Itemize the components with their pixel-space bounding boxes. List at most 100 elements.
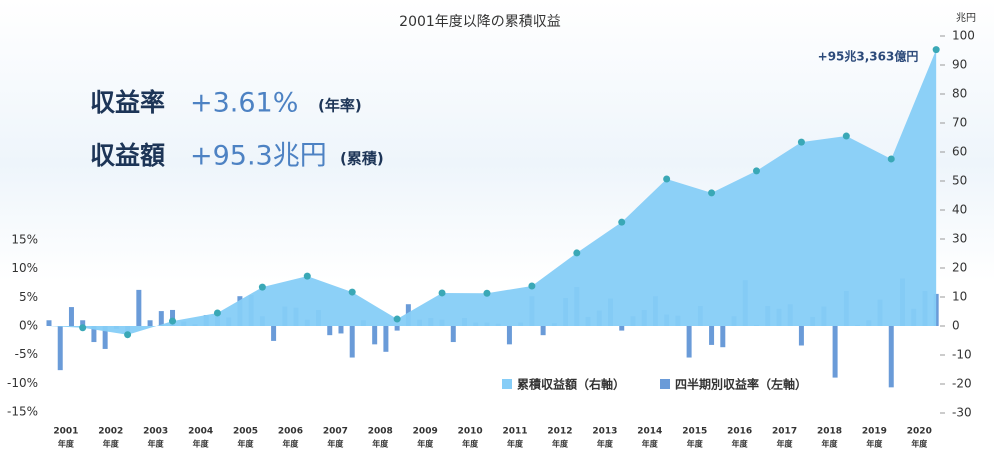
x-tick-label: 2004 xyxy=(188,427,213,437)
y2-tick-label: 0 xyxy=(952,319,960,333)
x-tick-unit: 年度 xyxy=(821,439,838,449)
cumulative-marker xyxy=(842,132,850,140)
bar xyxy=(271,326,277,341)
x-tick-label: 2009 xyxy=(413,427,438,437)
legend-swatch xyxy=(660,379,670,389)
x-tick-label: 2014 xyxy=(637,427,662,437)
bar xyxy=(720,326,726,348)
bar xyxy=(372,326,378,345)
annotation: +95兆3,363億円 xyxy=(818,49,919,64)
bar xyxy=(136,289,142,326)
x-tick-label: 2013 xyxy=(592,427,617,437)
x-tick-unit: 年度 xyxy=(866,439,883,449)
x-tick-unit: 年度 xyxy=(103,439,120,449)
x-tick-label: 2012 xyxy=(547,427,572,437)
chart-title: 2001年度以降の累積収益 xyxy=(399,14,561,30)
headline-label: 収益額 xyxy=(90,141,165,170)
y2-tick-label: -30 xyxy=(952,406,972,420)
bar xyxy=(798,326,804,346)
cumulative-marker xyxy=(528,282,536,290)
y2-tick-label: 10 xyxy=(952,290,967,304)
x-tick-unit: 年度 xyxy=(238,439,255,449)
y2-tick-label: 70 xyxy=(952,116,967,130)
cumulative-area xyxy=(48,49,937,335)
y2-tick-label: 60 xyxy=(952,145,967,159)
x-tick-unit: 年度 xyxy=(507,439,524,449)
headline-note: (累積) xyxy=(340,150,384,168)
bar xyxy=(158,311,164,326)
cumulative-marker xyxy=(663,175,671,183)
y-tick-label: -15% xyxy=(7,405,38,419)
x-tick-label: 2011 xyxy=(503,427,528,437)
cumulative-marker xyxy=(79,324,87,332)
cumulative-marker xyxy=(708,189,716,197)
cumulative-marker xyxy=(438,289,446,297)
x-tick-label: 2003 xyxy=(143,427,168,437)
cumulative-marker xyxy=(932,46,940,54)
bar xyxy=(349,326,355,358)
x-tick-label: 2019 xyxy=(862,427,887,437)
x-tick-label: 2005 xyxy=(233,427,258,437)
cumulative-marker xyxy=(618,218,626,226)
cumulative-marker xyxy=(887,155,895,163)
x-tick-label: 2001 xyxy=(53,427,78,437)
cumulative-marker xyxy=(752,167,760,175)
headline-value: +95.3兆円 xyxy=(190,141,327,172)
y-tick-label: -5% xyxy=(15,347,38,361)
legend-swatch xyxy=(502,379,512,389)
cumulative-marker xyxy=(348,288,356,296)
bar xyxy=(709,326,715,345)
headline-value: +3.61% xyxy=(190,88,298,119)
x-tick-unit: 年度 xyxy=(911,439,928,449)
y2-unit: 兆円 xyxy=(956,12,976,24)
bar xyxy=(619,326,625,331)
cumulative-marker xyxy=(303,272,311,280)
y2-tick-label: 100 xyxy=(952,29,975,43)
x-tick-unit: 年度 xyxy=(282,439,299,449)
x-tick-unit: 年度 xyxy=(148,439,165,449)
y2-tick-label: -20 xyxy=(952,377,972,391)
y-tick-label: 0% xyxy=(19,319,38,333)
legend-label: 累積収益額（右軸） xyxy=(517,377,625,392)
x-tick-unit: 年度 xyxy=(552,439,569,449)
x-tick-label: 2017 xyxy=(772,427,797,437)
bar xyxy=(686,326,692,358)
bar xyxy=(57,326,63,371)
bar xyxy=(832,326,838,378)
cumulative-marker xyxy=(483,289,491,297)
bar xyxy=(102,326,108,349)
bar xyxy=(80,320,86,326)
y-tick-label: -10% xyxy=(7,376,38,390)
x-tick-unit: 年度 xyxy=(732,439,749,449)
y2-tick-label: 90 xyxy=(952,58,967,72)
x-tick-unit: 年度 xyxy=(193,439,210,449)
x-tick-unit: 年度 xyxy=(58,439,75,449)
x-tick-unit: 年度 xyxy=(642,439,659,449)
x-tick-unit: 年度 xyxy=(327,439,344,449)
x-tick-label: 2010 xyxy=(458,427,483,437)
x-tick-unit: 年度 xyxy=(372,439,389,449)
x-tick-unit: 年度 xyxy=(687,439,704,449)
x-tick-unit: 年度 xyxy=(597,439,614,449)
cumulative-marker xyxy=(573,249,581,257)
x-tick-unit: 年度 xyxy=(777,439,794,449)
x-tick-label: 2016 xyxy=(727,427,752,437)
y2-tick-label: -10 xyxy=(952,348,972,362)
y-tick-label: 10% xyxy=(11,261,38,275)
y2-tick-label: 80 xyxy=(952,87,967,101)
y-tick-label: 5% xyxy=(19,290,38,304)
y2-tick-label: 20 xyxy=(952,261,967,275)
x-tick-unit: 年度 xyxy=(462,439,479,449)
bar xyxy=(540,326,546,336)
cumulative-marker xyxy=(797,138,805,146)
bar xyxy=(327,326,333,336)
y2-tick-label: 40 xyxy=(952,203,967,217)
x-tick-label: 2002 xyxy=(98,427,123,437)
x-tick-unit: 年度 xyxy=(417,439,434,449)
bar xyxy=(394,326,400,331)
cumulative-marker xyxy=(169,317,177,325)
x-tick-label: 2020 xyxy=(907,427,932,437)
cumulative-marker xyxy=(124,331,132,339)
bar xyxy=(888,326,894,388)
